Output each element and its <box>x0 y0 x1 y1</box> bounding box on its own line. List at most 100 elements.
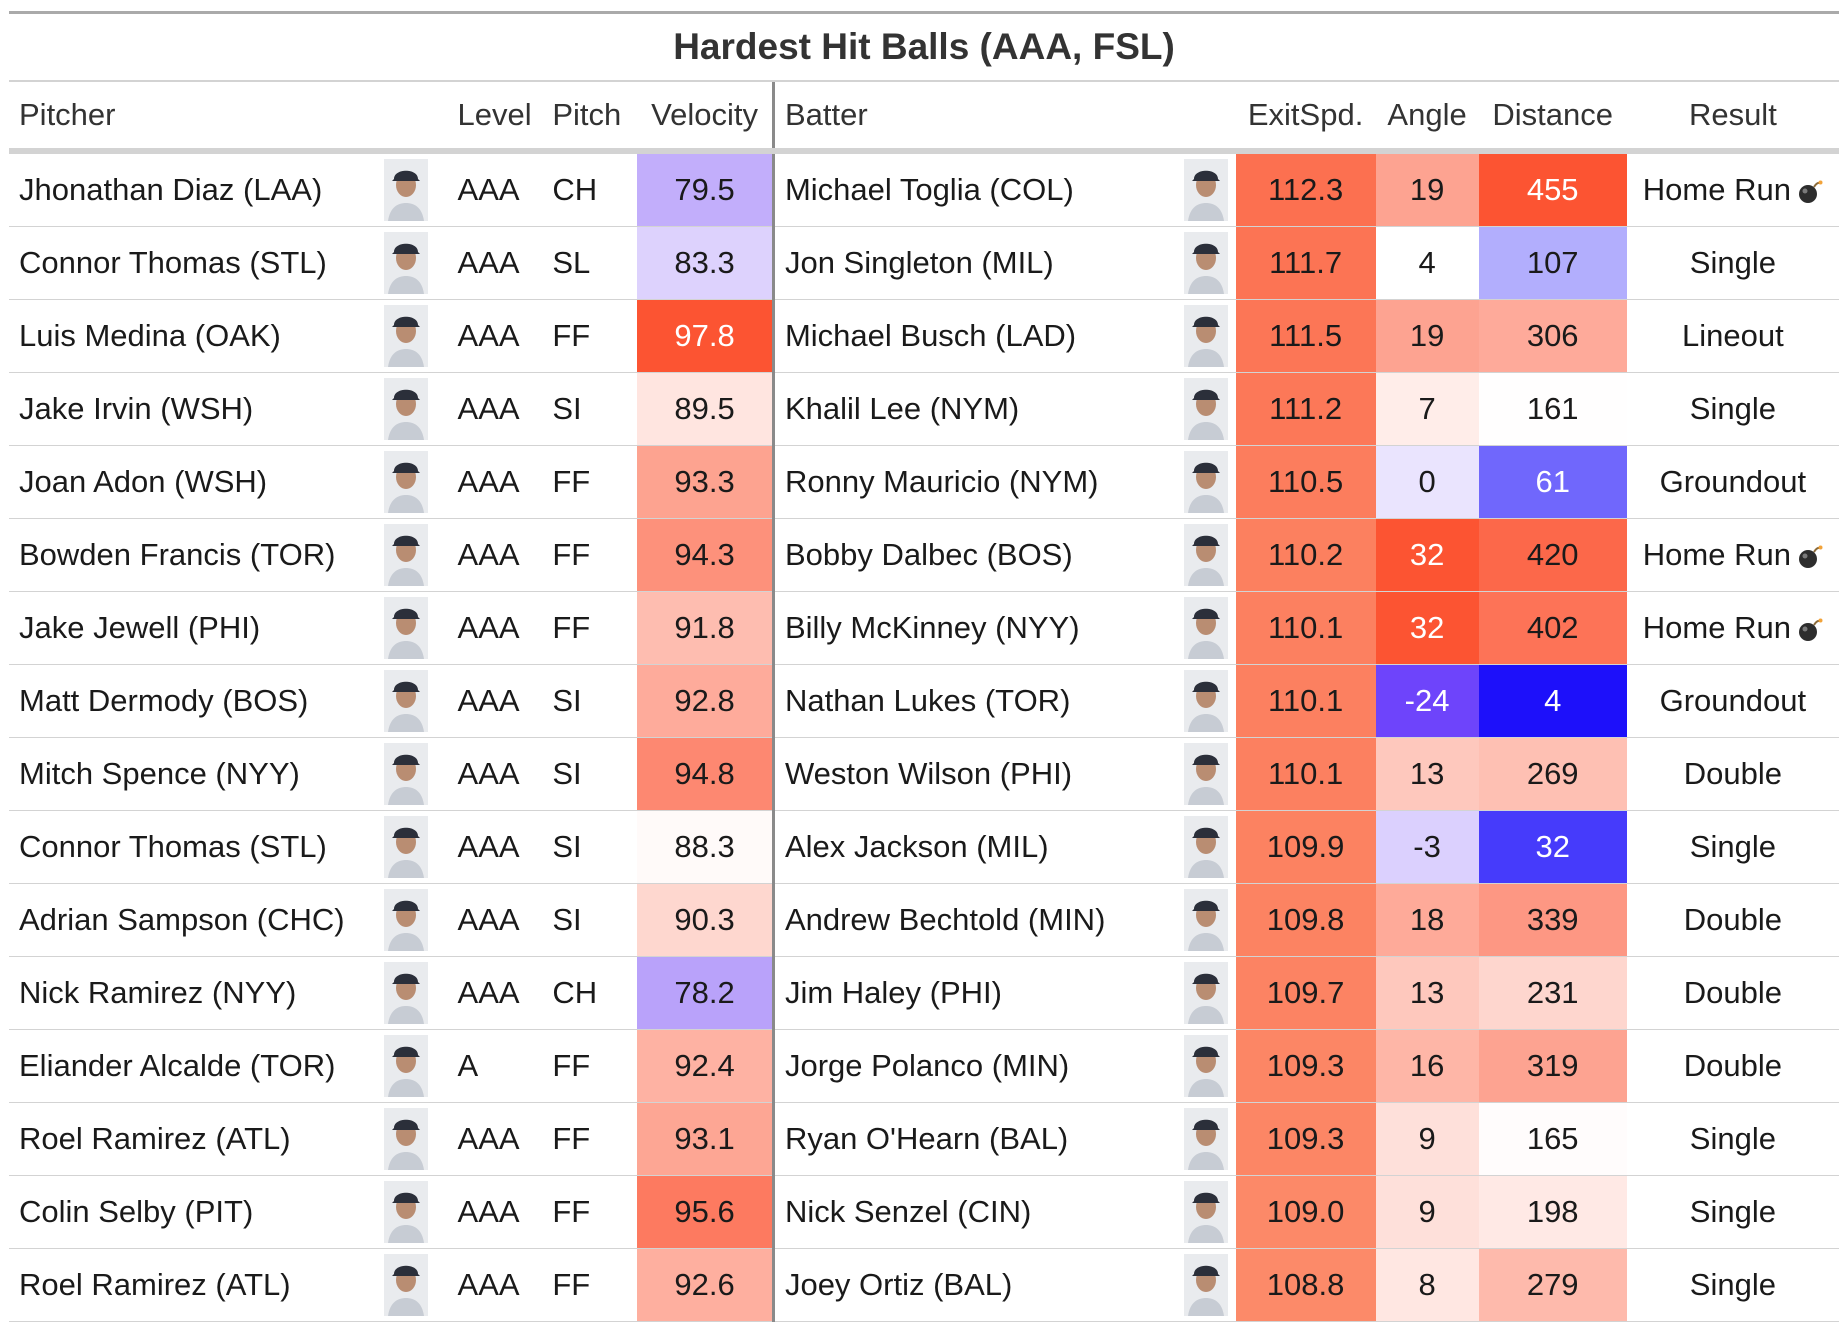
header-row: Pitcher Level Pitch Velocity Batter Exit… <box>9 82 1839 151</box>
level-cell: AAA <box>457 1121 520 1156</box>
table-row: Joan Adon (WSH) AAA FF 93.3 Ronny Mauricio (… <box>9 445 1839 519</box>
batter-headshot <box>1176 665 1235 738</box>
player-headshot-icon <box>1184 962 1229 1024</box>
pitch-cell: FF <box>552 1048 591 1083</box>
pitcher-headshot <box>365 957 448 1030</box>
velocity-cell: 95.6 <box>637 1175 774 1249</box>
batter-headshot <box>1176 1249 1235 1322</box>
result-label: Lineout <box>1682 318 1784 353</box>
pitcher-headshot <box>365 1030 448 1103</box>
table-row: Eliander Alcalde (TOR) A FF 92.4 Jorge Polan… <box>9 1029 1839 1103</box>
exit-speed-cell: 111.5 <box>1235 299 1376 373</box>
velocity-cell: 94.3 <box>637 518 774 592</box>
pitcher-name: Nick Ramirez (NYY) <box>19 975 297 1010</box>
batter-name: Jon Singleton (MIL) <box>771 226 1177 300</box>
table-row: Jake Irvin (WSH) AAA SI 89.5 Khalil Lee (NYM… <box>9 372 1839 446</box>
angle-cell: 9 <box>1375 1175 1479 1249</box>
header-velocity: Velocity <box>651 97 758 132</box>
player-headshot-icon <box>384 232 429 294</box>
top-rule <box>9 11 1839 14</box>
velocity-cell: 88.3 <box>637 810 774 884</box>
result-cell: Double <box>1627 884 1839 957</box>
pitcher-name: Jhonathan Diaz (LAA) <box>19 172 323 207</box>
header-pitcher: Pitcher <box>19 97 116 132</box>
pitcher-name: Eliander Alcalde (TOR) <box>19 1048 336 1083</box>
batter-headshot <box>1176 592 1235 665</box>
result-cell: Home Run <box>1627 519 1839 592</box>
pitch-cell: CH <box>552 172 598 207</box>
result-cell: Single <box>1627 1249 1839 1322</box>
level-cell: AAA <box>457 683 520 718</box>
table-row: Bowden Francis (TOR) AAA FF 94.3 Bobby Dalbe… <box>9 518 1839 592</box>
distance-cell: 4 <box>1478 664 1627 738</box>
batter-headshot <box>1176 151 1235 227</box>
pitcher-headshot <box>365 300 448 373</box>
result-label: Home Run <box>1642 610 1791 645</box>
level-cell: AAA <box>457 1267 520 1302</box>
player-headshot-icon <box>384 962 429 1024</box>
distance-cell: 107 <box>1478 226 1627 300</box>
distance-cell: 161 <box>1478 372 1627 446</box>
header-level: Level <box>457 97 532 132</box>
pitch-cell: SL <box>552 245 591 280</box>
pitch-cell: SI <box>552 391 582 426</box>
player-headshot-icon <box>384 816 429 878</box>
result-label: Double <box>1683 756 1782 791</box>
header-exit-speed: ExitSpd. <box>1247 97 1364 132</box>
exit-speed-cell: 110.5 <box>1235 445 1376 519</box>
table-body: Jhonathan Diaz (LAA) AAA CH 79.5 Michael Tog… <box>9 151 1839 1322</box>
level-cell: AAA <box>457 537 520 572</box>
pitch-cell: FF <box>552 318 591 353</box>
result-cell: Groundout <box>1627 446 1839 519</box>
pitch-cell: SI <box>552 829 582 864</box>
batter-headshot <box>1176 300 1235 373</box>
angle-cell: 32 <box>1375 518 1479 592</box>
level-cell: AAA <box>457 610 520 645</box>
result-cell: Single <box>1627 1176 1839 1249</box>
distance-cell: 279 <box>1478 1248 1627 1322</box>
pitcher-headshot <box>365 373 448 446</box>
pitcher-name: Connor Thomas (STL) <box>19 829 327 864</box>
header-angle: Angle <box>1387 97 1467 132</box>
table-row: Connor Thomas (STL) AAA SI 88.3 Alex Jackson… <box>9 810 1839 884</box>
result-label: Single <box>1689 391 1776 426</box>
batter-name: Michael Toglia (COL) <box>771 151 1177 227</box>
result-cell: Home Run <box>1627 592 1839 665</box>
chart-title: Hardest Hit Balls (AAA, FSL) <box>9 14 1839 82</box>
exit-speed-cell: 109.3 <box>1235 1029 1376 1103</box>
result-cell: Lineout <box>1627 300 1839 373</box>
exit-speed-cell: 112.3 <box>1235 151 1376 227</box>
player-headshot-icon <box>1184 597 1229 659</box>
pitcher-name: Connor Thomas (STL) <box>19 245 327 280</box>
player-headshot-icon <box>1184 524 1229 586</box>
level-cell: AAA <box>457 975 520 1010</box>
distance-cell: 61 <box>1478 445 1627 519</box>
player-headshot-icon <box>384 159 429 221</box>
level-cell: AAA <box>457 318 520 353</box>
pitch-cell: SI <box>552 683 582 718</box>
result-label: Double <box>1683 902 1782 937</box>
player-headshot-icon <box>1184 889 1229 951</box>
table-row: Nick Ramirez (NYY) AAA CH 78.2 Jim Haley (PH… <box>9 956 1839 1030</box>
angle-cell: 19 <box>1375 299 1479 373</box>
angle-cell: 9 <box>1375 1102 1479 1176</box>
pitcher-name: Colin Selby (PIT) <box>19 1194 254 1229</box>
player-headshot-icon <box>1184 451 1229 513</box>
batter-name: Andrew Bechtold (MIN) <box>771 883 1177 957</box>
distance-cell: 455 <box>1478 151 1627 227</box>
batter-name: Khalil Lee (NYM) <box>771 372 1177 446</box>
distance-cell: 269 <box>1478 737 1627 811</box>
velocity-cell: 92.8 <box>637 664 774 738</box>
player-headshot-icon <box>384 670 429 732</box>
pitcher-headshot <box>365 884 448 957</box>
result-cell: Double <box>1627 957 1839 1030</box>
exit-speed-cell: 111.7 <box>1235 226 1376 300</box>
velocity-cell: 94.8 <box>637 737 774 811</box>
result-label: Single <box>1689 829 1776 864</box>
batter-headshot <box>1176 446 1235 519</box>
player-headshot-icon <box>1184 1181 1229 1243</box>
batter-headshot <box>1176 1103 1235 1176</box>
result-label: Home Run <box>1642 537 1791 572</box>
angle-cell: 16 <box>1375 1029 1479 1103</box>
pitch-cell: SI <box>552 756 582 791</box>
